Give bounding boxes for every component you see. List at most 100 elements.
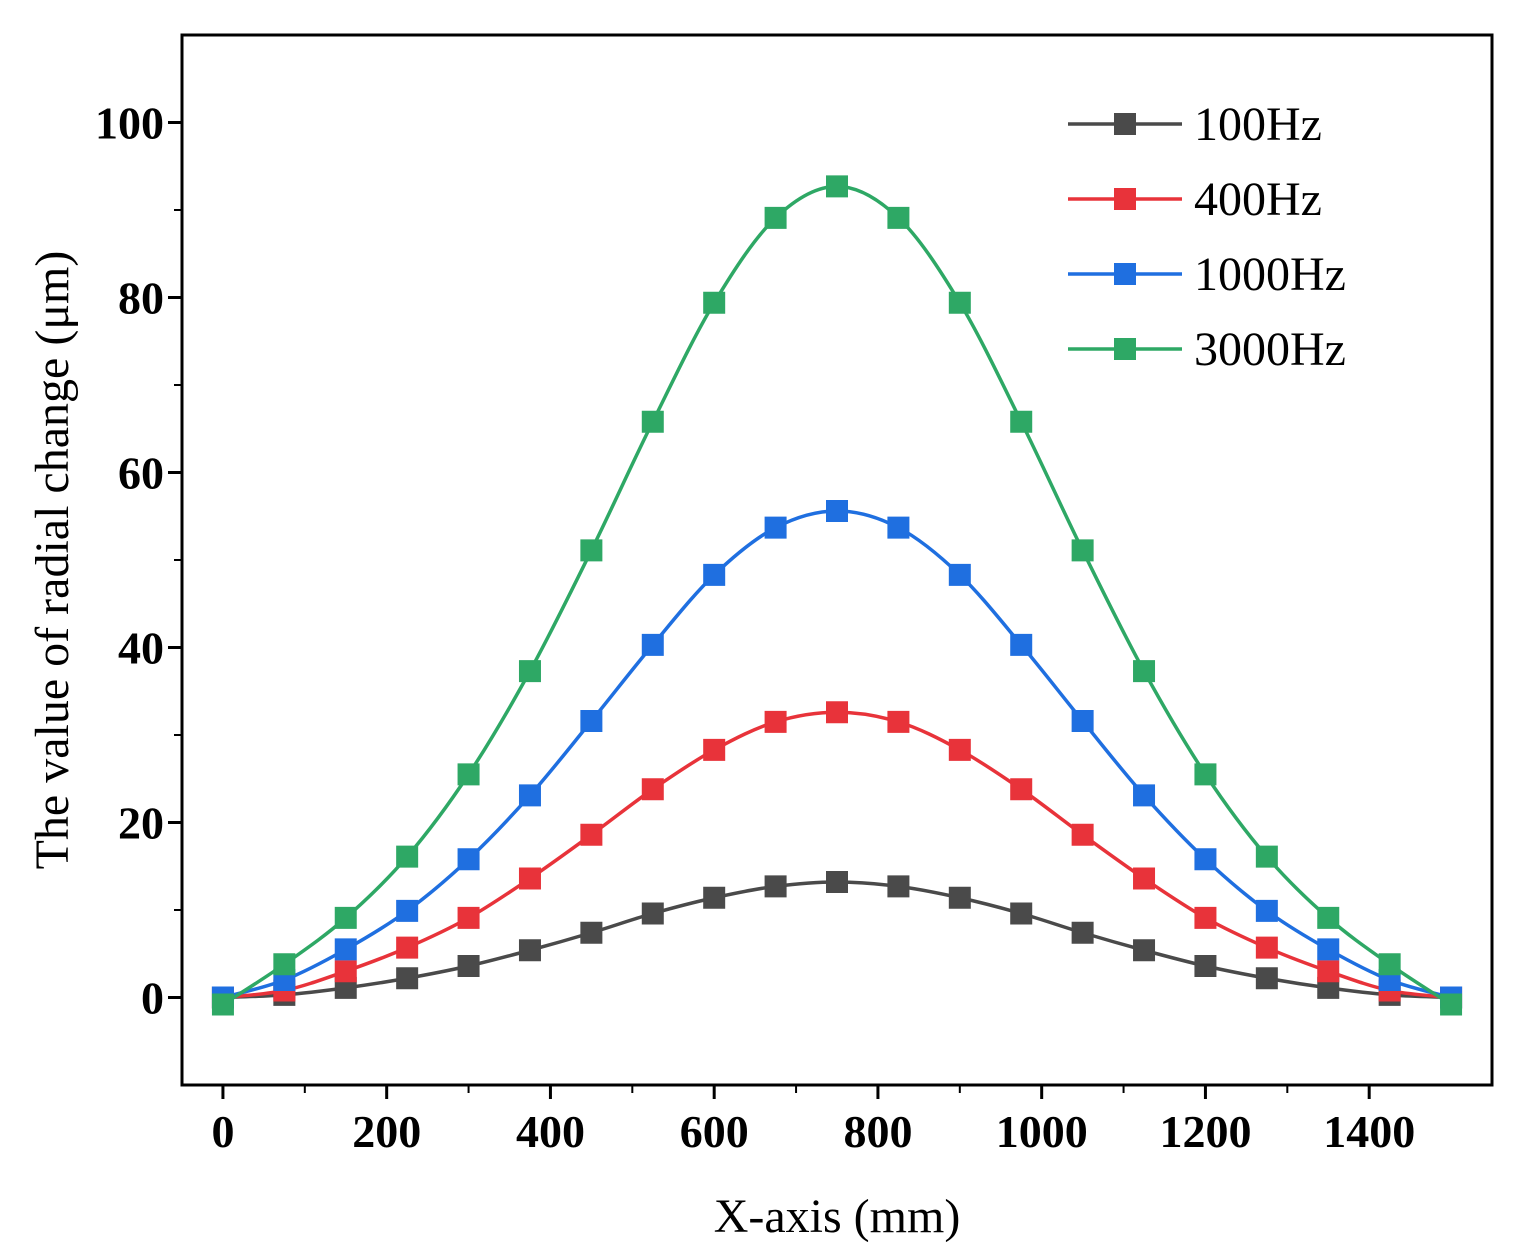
data-point-1000hz [948, 563, 971, 586]
data-point-100hz [764, 875, 787, 898]
x-tick-label: 1000 [996, 1106, 1088, 1157]
data-point-400hz [334, 960, 357, 983]
legend-label-400hz: 400Hz [1194, 173, 1322, 226]
data-point-3000hz [703, 291, 726, 314]
data-point-400hz [1317, 960, 1340, 983]
data-point-400hz [764, 710, 787, 733]
legend-label-100hz: 100Hz [1194, 98, 1322, 151]
data-point-1000hz [396, 899, 419, 922]
data-point-3000hz [273, 953, 296, 976]
data-point-100hz [1071, 921, 1094, 944]
data-point-3000hz [887, 206, 910, 229]
data-point-3000hz [1378, 953, 1401, 976]
legend-item-100hz: 100Hz [1068, 98, 1322, 151]
series-3000hz [211, 175, 1463, 1016]
data-point-3000hz [457, 763, 480, 786]
data-point-3000hz [826, 175, 848, 198]
legend-label-3000hz: 3000Hz [1194, 323, 1346, 376]
data-point-100hz [641, 902, 664, 925]
legend-item-1000hz: 1000Hz [1068, 248, 1346, 301]
data-point-100hz [457, 955, 480, 977]
data-point-3000hz [764, 206, 787, 229]
data-point-400hz [518, 867, 541, 890]
x-axis-ticks: 0 200 400 600 800 1000 1200 1400 [211, 1085, 1415, 1157]
legend-marker-3000hz [1114, 338, 1136, 360]
y-axis-label: The value of radial change (μm) [26, 251, 79, 870]
legend-marker-400hz [1114, 188, 1136, 210]
data-point-100hz [948, 886, 971, 909]
data-point-1000hz [1133, 784, 1156, 807]
legend-item-400hz: 400Hz [1068, 173, 1322, 226]
y-tick-label: 80 [118, 273, 164, 324]
data-point-400hz [1255, 936, 1278, 959]
data-point-1000hz [580, 710, 603, 732]
data-point-400hz [826, 701, 848, 724]
data-point-100hz [1133, 939, 1156, 962]
data-point-400hz [703, 738, 726, 761]
data-point-400hz [1071, 823, 1094, 846]
data-point-400hz [1194, 906, 1217, 929]
data-point-1000hz [1255, 899, 1278, 922]
data-point-3000hz [580, 539, 603, 562]
data-point-1000hz [887, 516, 910, 539]
x-tick-label: 800 [843, 1106, 912, 1157]
x-tick-label: 600 [680, 1106, 749, 1157]
series-line-1000hz [222, 509, 1452, 1000]
data-point-3000hz [1071, 539, 1094, 562]
series-1000hz [211, 500, 1463, 1009]
data-point-400hz [887, 710, 910, 733]
x-tick-label: 400 [516, 1106, 585, 1157]
data-point-400hz [1010, 778, 1033, 801]
data-point-1000hz [518, 784, 541, 807]
data-point-3000hz [1440, 993, 1463, 1016]
data-point-1000hz [641, 633, 664, 656]
data-point-100hz [518, 939, 541, 962]
legend-marker-100hz [1114, 113, 1136, 135]
data-point-400hz [1133, 867, 1156, 890]
data-point-100hz [1194, 955, 1217, 977]
series-400hz [211, 701, 1463, 1009]
data-point-3000hz [948, 291, 971, 314]
data-point-3000hz [211, 993, 234, 1016]
legend-marker-1000hz [1114, 263, 1136, 285]
legend-item-3000hz: 3000Hz [1068, 323, 1346, 376]
data-point-1000hz [457, 848, 480, 871]
data-point-100hz [396, 967, 419, 990]
data-point-100hz [580, 921, 603, 944]
data-point-100hz [1010, 902, 1033, 925]
data-point-1000hz [1010, 633, 1033, 656]
x-axis-label: X-axis (mm) [714, 1190, 961, 1243]
data-point-400hz [641, 778, 664, 801]
legend: 100Hz 400Hz 1000Hz 3000Hz [1068, 98, 1346, 376]
y-axis-ticks: 0 20 40 60 80 100 [95, 98, 182, 1024]
y-tick-label: 0 [141, 973, 164, 1024]
data-point-1000hz [1317, 938, 1340, 961]
data-point-400hz [948, 738, 971, 761]
data-point-3000hz [1133, 660, 1156, 683]
data-point-1000hz [1071, 710, 1094, 732]
data-point-3000hz [396, 845, 419, 868]
data-point-1000hz [1194, 848, 1217, 871]
data-point-3000hz [1255, 845, 1278, 868]
data-point-400hz [457, 906, 480, 929]
data-point-100hz [334, 976, 357, 999]
data-point-400hz [580, 823, 603, 846]
y-tick-label: 100 [95, 98, 164, 149]
data-point-1000hz [826, 500, 848, 522]
y-tick-label: 60 [118, 448, 164, 499]
data-point-100hz [826, 871, 848, 893]
data-point-100hz [703, 886, 726, 909]
series-layer [211, 175, 1463, 1016]
data-point-100hz [887, 875, 910, 898]
data-point-1000hz [703, 563, 726, 586]
data-point-3000hz [1317, 906, 1340, 929]
data-point-3000hz [1194, 763, 1217, 786]
data-point-1000hz [764, 516, 787, 539]
data-point-3000hz [334, 906, 357, 929]
data-point-100hz [1317, 976, 1340, 999]
x-tick-label: 1400 [1323, 1106, 1415, 1157]
data-point-3000hz [518, 660, 541, 683]
data-point-1000hz [334, 938, 357, 961]
x-tick-label: 200 [352, 1106, 421, 1157]
